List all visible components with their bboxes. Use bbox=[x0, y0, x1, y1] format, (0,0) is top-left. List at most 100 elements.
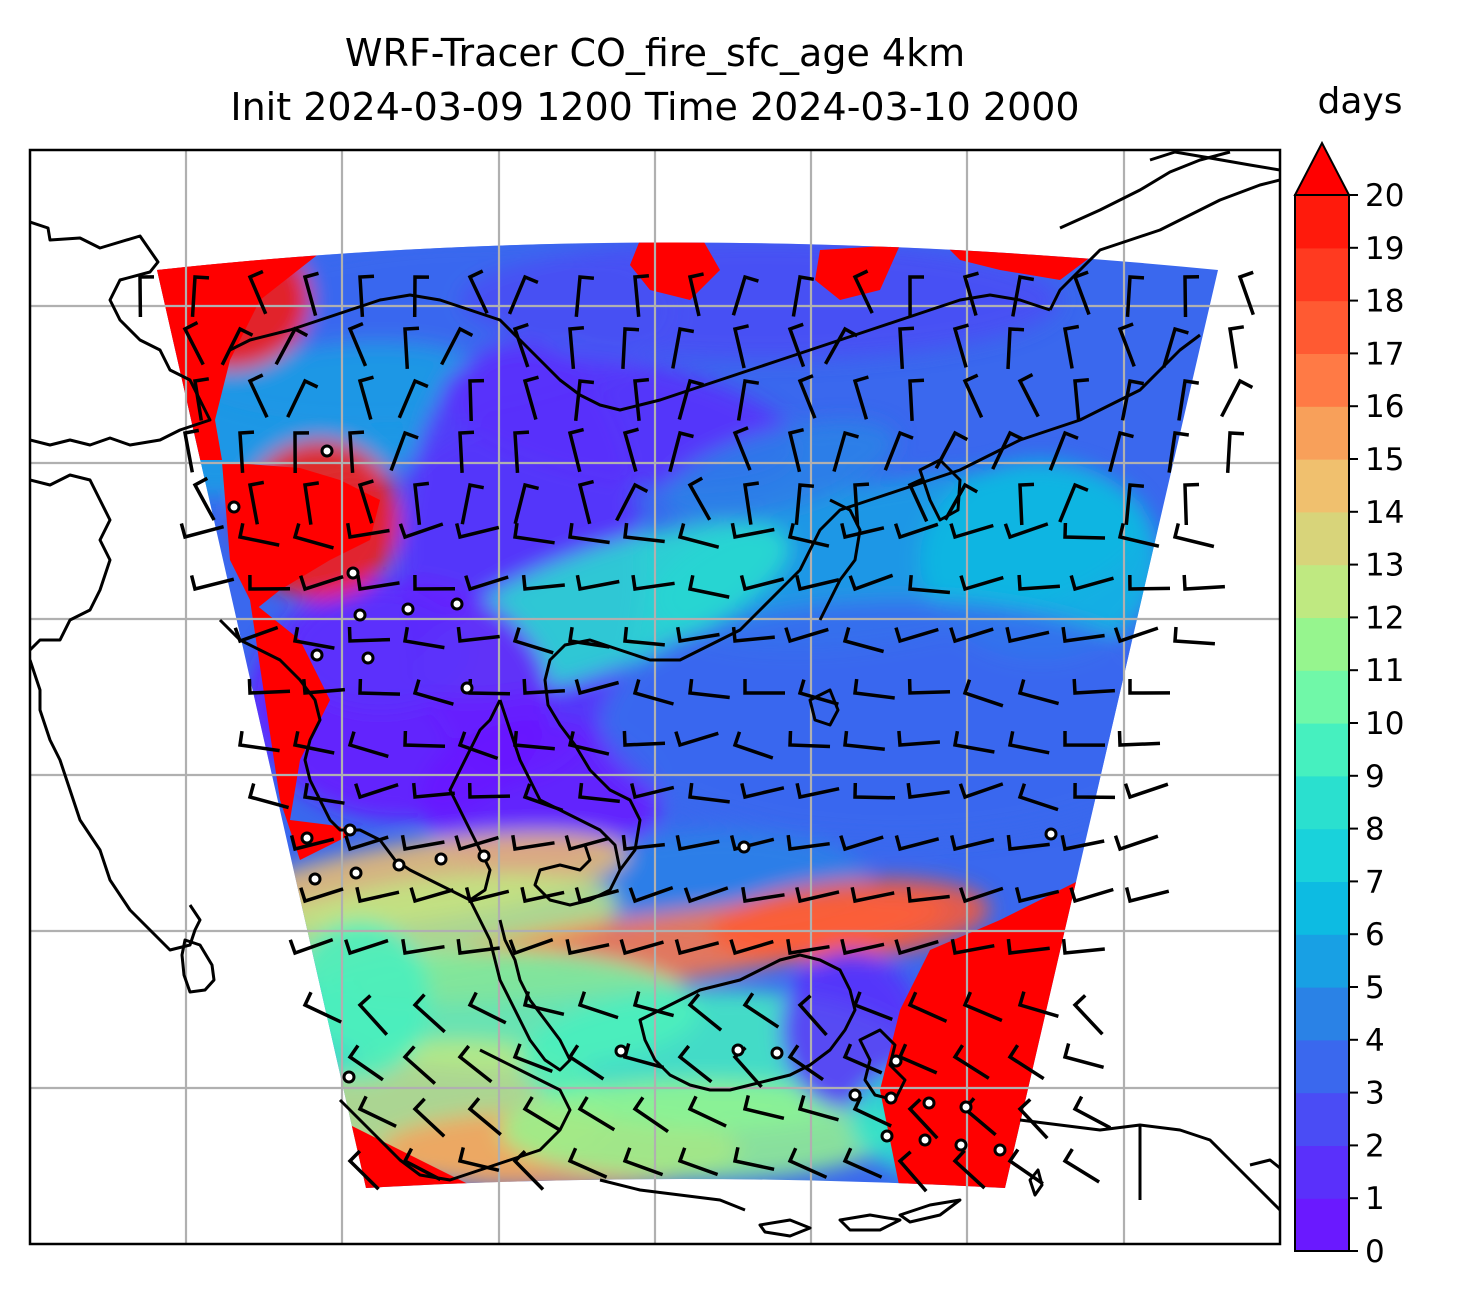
wind-barb bbox=[962, 991, 1003, 1023]
wind-barb bbox=[398, 522, 444, 540]
wind-barb bbox=[567, 1147, 608, 1179]
wind-barb bbox=[513, 522, 555, 545]
wind-barb bbox=[464, 886, 510, 904]
wind-barb bbox=[1014, 886, 1060, 904]
wind-barb bbox=[623, 626, 665, 647]
wind-barb bbox=[347, 1149, 380, 1191]
wind-barb bbox=[192, 377, 210, 421]
wind-barb bbox=[179, 523, 225, 540]
wind-barb bbox=[1011, 274, 1035, 317]
calm-marker bbox=[227, 500, 241, 514]
wind-barb bbox=[1063, 731, 1106, 747]
wind-barb bbox=[220, 326, 254, 366]
wind-barb bbox=[631, 574, 675, 591]
wind-barb bbox=[247, 783, 290, 810]
wind-barb bbox=[732, 1146, 775, 1172]
wind-barb bbox=[786, 834, 830, 851]
wind-barb bbox=[347, 1044, 384, 1082]
wind-barb bbox=[1017, 1098, 1049, 1140]
wind-barb bbox=[1125, 275, 1145, 318]
wind-barb bbox=[1062, 324, 1080, 369]
wind-barb bbox=[787, 522, 830, 548]
coastline-java bbox=[599, 1178, 746, 1212]
wind-barb bbox=[736, 378, 760, 421]
wind-barb bbox=[192, 476, 216, 521]
wind-barb bbox=[357, 1095, 397, 1128]
calm-marker bbox=[770, 1046, 784, 1060]
wind-barb bbox=[1177, 379, 1200, 421]
wind-barb bbox=[345, 522, 390, 540]
map-frame bbox=[28, 148, 1282, 1246]
wind-barb bbox=[991, 430, 1024, 470]
wind-barb bbox=[843, 730, 885, 751]
wind-barb bbox=[671, 326, 695, 369]
wind-barb bbox=[355, 886, 400, 904]
wind-barb bbox=[440, 326, 474, 366]
wind-barb bbox=[1018, 482, 1035, 526]
wind-barb bbox=[460, 482, 485, 525]
wind-barb bbox=[629, 782, 675, 800]
wind-barb bbox=[894, 939, 939, 956]
wind-barb bbox=[897, 1150, 928, 1193]
colorbar-unit-label: days bbox=[1317, 81, 1403, 122]
wind-barb bbox=[567, 730, 610, 756]
coastline-sulawesi bbox=[858, 1028, 907, 1102]
wind-barb bbox=[574, 679, 620, 696]
wind-barb bbox=[1072, 678, 1116, 695]
wind-barb bbox=[797, 994, 828, 1037]
wind-barb bbox=[894, 627, 939, 644]
calm-marker bbox=[401, 602, 415, 616]
wind-barb bbox=[1123, 782, 1169, 800]
wind-barb bbox=[402, 1147, 442, 1182]
wind-barb bbox=[633, 377, 650, 421]
wind-barb bbox=[412, 679, 454, 706]
wind-barb bbox=[688, 678, 730, 700]
wind-barb bbox=[467, 991, 507, 1025]
calm-marker bbox=[346, 566, 360, 580]
wind-barb bbox=[632, 991, 675, 1018]
calm-marker bbox=[477, 849, 491, 863]
wind-barb bbox=[1062, 1043, 1105, 1069]
wind-barb bbox=[852, 269, 874, 314]
wind-barb bbox=[347, 626, 391, 643]
wind-barb bbox=[952, 323, 969, 368]
wind-barb bbox=[288, 937, 334, 956]
wind-barb bbox=[729, 834, 775, 852]
calm-marker bbox=[737, 840, 751, 854]
wind-barb bbox=[289, 834, 335, 852]
calm-marker bbox=[349, 866, 363, 880]
coastline-india-east bbox=[30, 659, 202, 952]
wind-barb bbox=[677, 1147, 719, 1177]
wind-barb bbox=[739, 574, 785, 592]
wind-barb bbox=[1220, 378, 1254, 418]
wind-barb bbox=[788, 730, 831, 749]
wind-barb bbox=[633, 273, 650, 317]
calm-marker bbox=[1044, 827, 1058, 841]
coastline-bay-west bbox=[30, 473, 112, 652]
wind-barb bbox=[574, 275, 595, 317]
calm-marker bbox=[922, 1096, 936, 1110]
wind-barb bbox=[577, 1096, 616, 1132]
wind-barb bbox=[302, 991, 342, 1024]
wind-barb bbox=[615, 482, 649, 522]
wind-barb bbox=[522, 678, 565, 695]
wind-barb bbox=[358, 678, 401, 696]
wind-barb bbox=[522, 375, 539, 420]
wind-barb bbox=[1007, 730, 1050, 755]
wind-barb bbox=[906, 782, 950, 799]
wind-barb bbox=[1117, 730, 1161, 747]
wind-barb bbox=[247, 373, 269, 418]
wind-barb bbox=[1058, 482, 1089, 523]
wind-barb bbox=[949, 834, 995, 852]
wind-barb bbox=[621, 327, 640, 369]
wind-barb bbox=[521, 574, 565, 591]
wind-barb bbox=[1017, 783, 1059, 812]
wind-barb bbox=[1228, 325, 1245, 369]
wind-barb bbox=[286, 378, 319, 418]
wind-barb bbox=[1069, 887, 1114, 904]
wind-barb bbox=[347, 321, 368, 367]
wind-barb bbox=[411, 782, 455, 799]
wind-barb bbox=[732, 426, 752, 471]
wind-barb bbox=[1007, 1148, 1044, 1186]
calm-marker bbox=[353, 608, 367, 622]
